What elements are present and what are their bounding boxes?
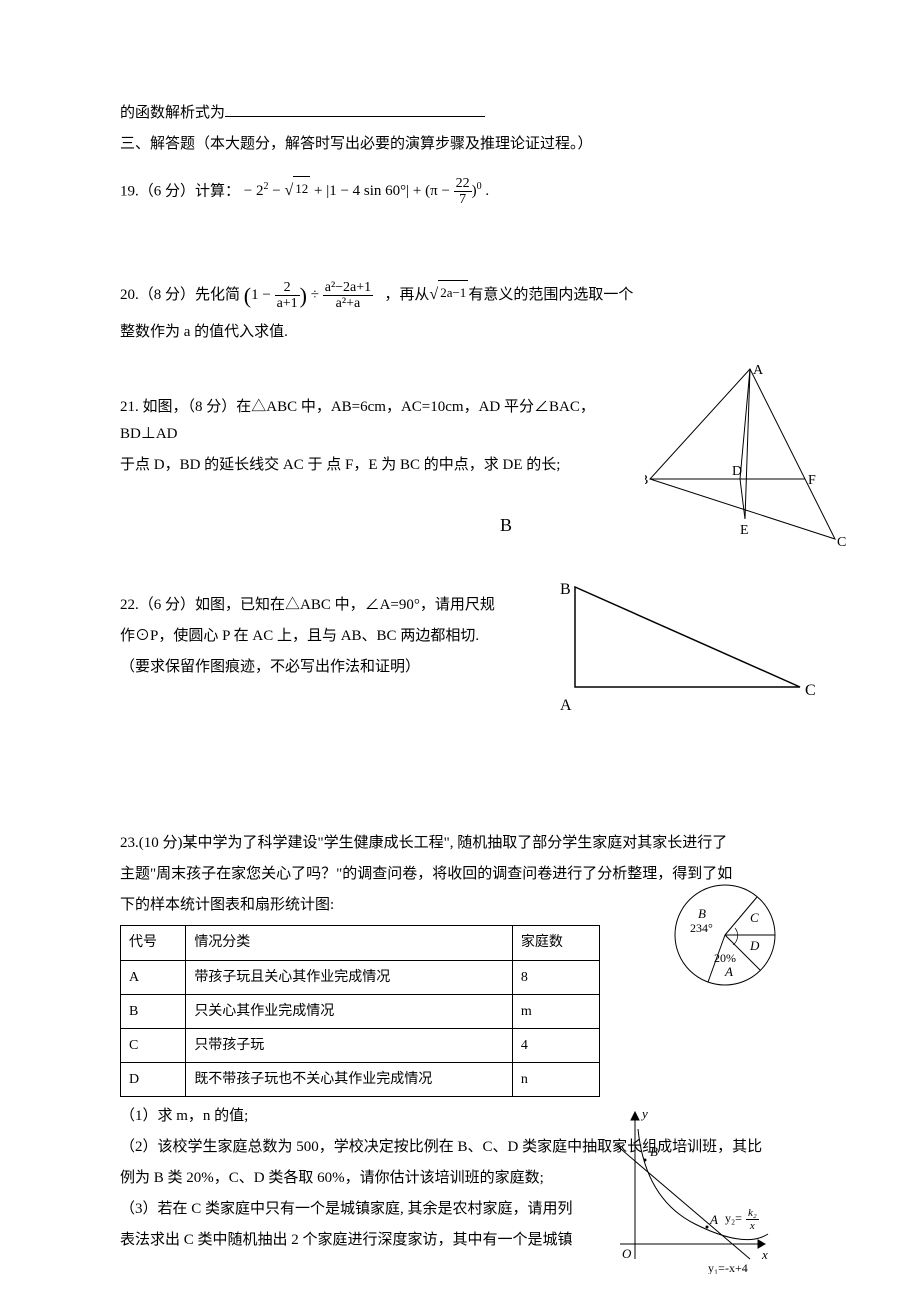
p21-label-A: A — [753, 364, 764, 378]
p21-big-B: B — [500, 509, 512, 541]
pie-pct-A: 20% — [714, 951, 736, 965]
p21-label-D: D — [732, 464, 742, 479]
p20-frac2: a²−2a+1a²+a — [323, 280, 373, 312]
p20-after: 有意义的范围内选取一个 — [468, 287, 633, 303]
p19-abs-part: + |1 − 4 sin 60°| + (π − — [310, 183, 453, 199]
cell: 带孩子玩且关心其作业完成情况 — [186, 960, 513, 994]
p23-graph: y x O B A y₂= y₁=-x+4 k₂ x — [600, 1104, 780, 1284]
p20-prefix: 20.（8 分）先化简 — [120, 287, 244, 303]
p19-frac: 227 — [454, 176, 472, 208]
cell: 8 — [512, 960, 599, 994]
cell: B — [121, 994, 186, 1028]
p20-rparen: ) — [300, 283, 307, 308]
p21-line1: 21. 如图，（8 分）在△ABC 中，AB=6cm，AC=10cm，AD 平分… — [120, 394, 600, 448]
p23-line1: 23.(10 分)某中学为了科学建设"学生健康成长工程", 随机抽取了部分学生家… — [120, 830, 820, 857]
graph-frac-num: k₂ — [746, 1207, 759, 1220]
problem-21: 21. 如图，（8 分）在△ABC 中，AB=6cm，AC=10cm，AD 平分… — [120, 394, 820, 574]
graph-B-label: B — [650, 1144, 658, 1159]
pie-label-D: D — [749, 938, 760, 953]
p22-line1: 22.（6 分）如图，已知在△ABC 中，∠A=90°，请用尺规 — [120, 592, 540, 619]
cell: 既不带孩子玩也不关心其作业完成情况 — [186, 1063, 513, 1097]
cell: C — [121, 1028, 186, 1062]
problem-20: 20.（8 分）先化简 (1 − 2a+1) ÷ a²−2a+1a²+a ，再从… — [120, 276, 820, 347]
p19-period: . — [482, 183, 490, 199]
p21-figure: A B C D E F — [645, 364, 850, 569]
cell: 只带孩子玩 — [186, 1028, 513, 1062]
col-code: 代号 — [121, 926, 186, 960]
sqrt-icon: √ — [429, 286, 438, 303]
p19-expression: − 22 − √12 + |1 − 4 sin 60°| + (π − 227)… — [244, 183, 489, 199]
p20-f2-num: a²−2a+1 — [323, 280, 373, 296]
graph-frac-den: x — [746, 1220, 759, 1232]
graph-O-label: O — [622, 1246, 632, 1261]
section-3-title: 三、解答题（本大题分，解答时写出必要的演算步骤及推理论证过程。） — [120, 131, 820, 158]
cell: m — [512, 994, 599, 1028]
table-row: C 只带孩子玩 4 — [121, 1028, 600, 1062]
cell: n — [512, 1063, 599, 1097]
cell: 只关心其作业完成情况 — [186, 994, 513, 1028]
p20-expression: (1 − 2a+1) ÷ a²−2a+1a²+a — [244, 287, 377, 303]
p20-f2-den: a²+a — [323, 296, 373, 311]
p21-label-C: C — [837, 535, 846, 550]
p19-frac-num: 22 — [454, 176, 472, 192]
graph-A-label: A — [709, 1212, 718, 1227]
p23-pie-chart: B C D A 234° 20% — [670, 880, 790, 1010]
col-count: 家庭数 — [512, 926, 599, 960]
p20-div: ÷ — [307, 287, 323, 303]
p20-one: 1 − — [251, 287, 274, 303]
p21-label-F: F — [808, 473, 816, 488]
p23-q3: （3）若在 C 类家庭中只有一个是城镇家庭, 其余是农村家庭，请用列 — [120, 1196, 620, 1223]
pie-label-B: B — [698, 906, 706, 921]
prev-fragment: 的函数解析式为 — [120, 105, 225, 121]
p22-label-A: A — [560, 697, 572, 714]
p20-frac1: 2a+1 — [275, 280, 300, 312]
p21-label-B: B — [645, 473, 648, 488]
cell: A — [121, 960, 186, 994]
p19-neg2: − 2 — [244, 183, 264, 199]
p20-line2: 整数作为 a 的值代入求值. — [120, 319, 820, 346]
p21-label-E: E — [740, 523, 749, 538]
p20-sqrt: 2a−1 — [438, 280, 468, 304]
p20-f1-num: 2 — [275, 280, 300, 296]
p20-lparen: ( — [244, 283, 251, 308]
pie-label-A: A — [724, 964, 733, 979]
p21-line2: 于点 D，BD 的延长线交 AC 于 点 F，E 为 BC 的中点，求 DE 的… — [120, 452, 600, 479]
table-row: D 既不带孩子玩也不关心其作业完成情况 n — [121, 1063, 600, 1097]
p22-label-B: B — [560, 582, 571, 598]
pie-label-C: C — [750, 910, 759, 925]
graph-curve-label: y₂= — [725, 1211, 742, 1225]
graph-line-label: y₁=-x+4 — [708, 1261, 748, 1274]
graph-x-label: x — [761, 1247, 768, 1262]
cell: D — [121, 1063, 186, 1097]
p22-line2: 作⊙P，使圆心 P 在 AC 上，且与 AB、BC 两边都相切. — [120, 623, 540, 650]
p19-minus1: − — [268, 183, 284, 199]
p22-figure: B A C — [560, 582, 830, 732]
p23-q3b: 表法求出 C 类中随机抽出 2 个家庭进行深度家访，其中有一个是城镇 — [120, 1227, 620, 1254]
table-row: B 只关心其作业完成情况 m — [121, 994, 600, 1028]
graph-y-label: y — [640, 1106, 648, 1121]
blank-underline — [225, 116, 485, 117]
pie-angle-B: 234° — [690, 921, 713, 935]
cell: 4 — [512, 1028, 599, 1062]
p20-mid: ，再从 — [384, 287, 429, 303]
p22-label-C: C — [805, 682, 816, 699]
table-row: A 带孩子玩且关心其作业完成情况 8 — [121, 960, 600, 994]
p19-sqrt12: 12 — [293, 176, 310, 200]
problem-22: 22.（6 分）如图，已知在△ABC 中，∠A=90°，请用尺规 作⊙P，使圆心… — [120, 592, 820, 742]
p19-frac-den: 7 — [454, 192, 472, 207]
p20-f1-den: a+1 — [275, 296, 300, 311]
table-row: 代号 情况分类 家庭数 — [121, 926, 600, 960]
problem-19: 19.（6 分）计算： − 22 − √12 + |1 − 4 sin 60°|… — [120, 176, 820, 208]
problem-23: 23.(10 分)某中学为了科学建设"学生健康成长工程", 随机抽取了部分学生家… — [120, 830, 820, 1254]
p22-line3: （要求保留作图痕迹，不必写出作法和证明） — [120, 654, 540, 681]
col-desc: 情况分类 — [186, 926, 513, 960]
p19-prefix: 19.（6 分）计算： — [120, 183, 240, 199]
sqrt-icon: √ — [284, 182, 293, 199]
p23-table: 代号 情况分类 家庭数 A 带孩子玩且关心其作业完成情况 8 B 只关心其作业完… — [120, 925, 600, 1097]
